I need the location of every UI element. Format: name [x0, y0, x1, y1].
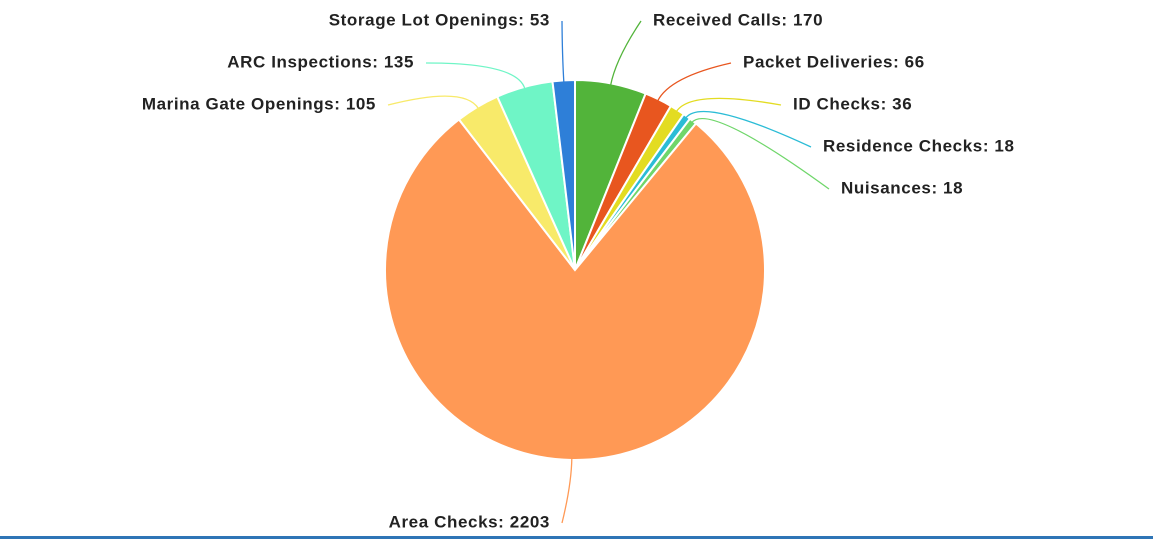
slice-label: Area Checks: 2203 [389, 512, 550, 531]
leader-line [561, 457, 573, 524]
leader-line [691, 118, 830, 190]
slice-label: Received Calls: 170 [653, 10, 823, 29]
leader-line [387, 95, 480, 110]
leader-line [657, 62, 732, 102]
slice-label: Nuisances: 18 [841, 178, 963, 197]
leader-line [609, 20, 642, 86]
leader-line [685, 110, 812, 148]
leader-line [561, 20, 565, 83]
slice-label: Storage Lot Openings: 53 [329, 10, 550, 29]
slice-label: Residence Checks: 18 [823, 136, 1015, 155]
slice-label: Marina Gate Openings: 105 [142, 94, 376, 113]
leader-line [425, 62, 526, 90]
slice-label: ARC Inspections: 135 [227, 52, 414, 71]
leader-line [675, 97, 782, 113]
slice-label: Packet Deliveries: 66 [743, 52, 925, 71]
slice-label: ID Checks: 36 [793, 94, 912, 113]
